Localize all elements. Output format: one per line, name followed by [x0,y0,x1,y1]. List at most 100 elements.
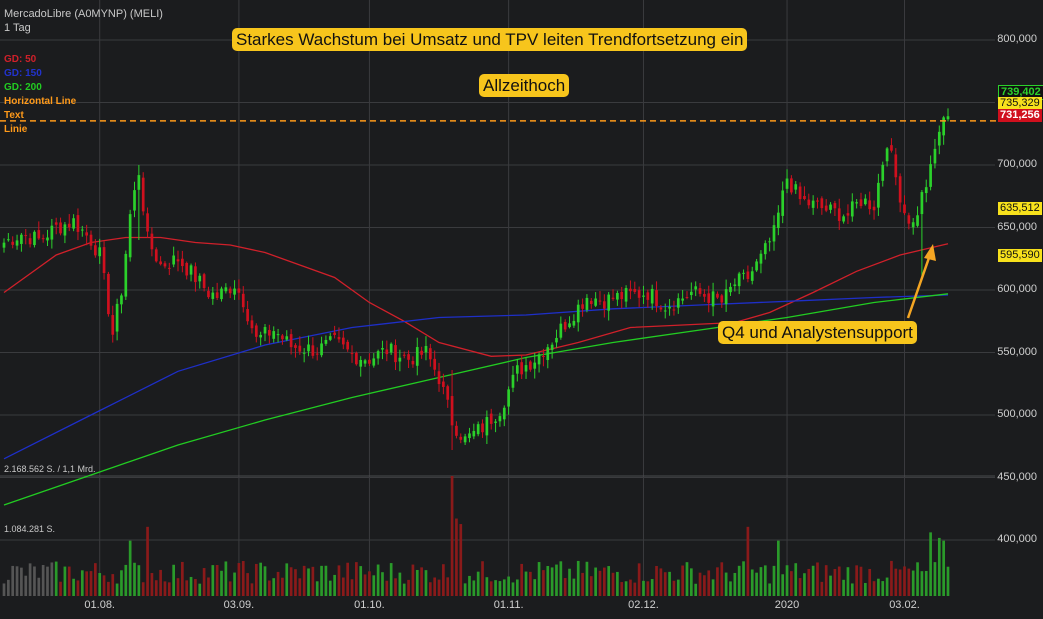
candle-body [355,352,358,365]
candle-body [311,345,315,356]
volume-bar [755,572,758,596]
volume-bar [24,575,28,596]
volume-bar [877,578,880,596]
candle-body [172,255,176,265]
candle-body [215,292,219,298]
volume-bar [263,566,267,596]
candle-body [568,323,571,328]
headline-annotation[interactable]: Starkes Wachstum bei Umsatz und TPV leit… [232,28,748,51]
candle-body [433,358,437,370]
candle-body [868,200,872,210]
candle-body [611,297,615,299]
candle-body [485,417,489,436]
volume-bar [320,565,323,596]
all-time-high-annotation[interactable]: Allzeithoch [479,74,570,97]
candle-body [346,341,350,350]
volume-bar [655,565,658,596]
legend-text[interactable]: Text [4,110,24,121]
candle-body [415,347,419,366]
candle-body [341,337,345,345]
volume-bar [729,581,732,596]
legend-gd50[interactable]: GD: 50 [4,54,37,65]
candle-body [281,335,284,340]
candle-body [328,336,332,340]
candle-body [633,288,637,292]
volume-bar [898,569,902,596]
volume-bar [933,562,937,596]
volume-bar [759,567,763,596]
candle-body [63,224,67,236]
candle-body [742,272,745,274]
volume-bar [781,574,785,596]
candle-body [185,262,189,276]
volume-bar [246,573,249,596]
volume-bar [724,572,728,596]
legend-linie[interactable]: Linie [4,124,28,135]
volume-bar [189,576,193,596]
candle-body [468,433,471,439]
candle-body [855,202,858,204]
candle-body [933,148,937,164]
volume-bar [942,540,945,596]
volume-bar [133,562,136,596]
candle-body [437,371,441,385]
candle-body [376,351,380,359]
volume-bar [80,570,84,596]
candle-body [790,178,793,193]
candle-body [241,293,245,308]
candle-body [350,353,354,355]
candle-body [676,298,680,308]
volume-bar [11,565,15,596]
volume-bar [172,564,176,596]
candle-body [181,258,184,267]
candle-body [942,117,945,136]
volume-bar [716,567,719,596]
candle-body [563,321,567,330]
volume-bar [20,567,23,596]
volume-bar [102,575,106,596]
volume-bar [176,578,180,596]
candle-body [763,243,767,255]
q4-annotation[interactable]: Q4 und Analystensupport [718,321,917,344]
candle-body [159,261,162,265]
volume-bar [737,565,741,596]
volume-bar [707,570,711,596]
volume-bar [181,561,184,596]
candle-body [298,345,302,352]
candle-body [794,184,798,190]
volume-bar [837,566,841,596]
legend-gd200[interactable]: GD: 200 [4,82,42,93]
volume-bar [820,581,824,596]
candle-body [289,334,293,348]
volume-bar [572,578,576,596]
candle-body [402,354,406,356]
volume-bar [890,560,893,596]
candle-body [80,229,84,231]
candle-body [302,352,306,354]
q4-arrow-shaft [906,251,933,319]
candle-body [276,334,280,336]
volume-bar [689,568,693,596]
candle-body [259,334,263,338]
legend-horizontal-line[interactable]: Horizontal Line [4,96,77,107]
candle-body [472,430,476,437]
legend-gd150[interactable]: GD: 150 [4,68,42,79]
volume-bar [185,580,189,596]
candle-body [154,249,158,262]
candle-body [811,200,815,208]
volume-bar [850,583,854,596]
candle-body [694,286,698,290]
candle-body [668,306,671,309]
candle-body [76,215,80,232]
candle-body [533,362,537,369]
candle-body [111,315,115,335]
volume-bar [115,583,119,596]
candle-body [333,332,336,336]
overlay-lines [0,120,998,319]
volume-bar [676,579,680,596]
candle-body [394,345,397,363]
volume-bar [589,576,593,596]
candlesticks [2,108,950,450]
volume-bar [355,562,358,596]
gd150-tag: 595,590 [998,249,1042,262]
